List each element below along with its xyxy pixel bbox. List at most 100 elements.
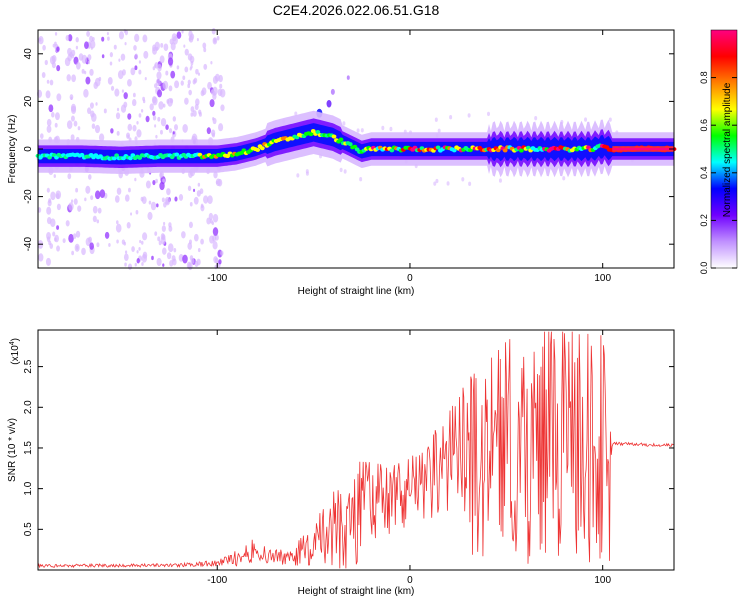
- spectrogram-speckle: [176, 31, 182, 39]
- spectrogram-speckle: [211, 221, 215, 226]
- spectrogram-speckle: [178, 194, 184, 201]
- spectrogram-speckle: [90, 195, 94, 201]
- spectrogram-speckle: [562, 176, 566, 181]
- spectrogram-speckle: [203, 47, 207, 53]
- spectrogram-speckle: [115, 112, 121, 120]
- spectrogram-speckle: [89, 35, 93, 42]
- spectrogram-speckle: [152, 179, 156, 186]
- spectrogram-speckle: [109, 61, 113, 66]
- spectrogram-speckle: [159, 55, 165, 64]
- spectrogram-speckle: [212, 241, 218, 250]
- spectrogram-x-tick-label: 0: [407, 273, 413, 284]
- spectrogram-speckle: [126, 132, 131, 139]
- snr-y-tick-label: 1.5: [23, 441, 34, 455]
- spectrogram-speckle: [487, 111, 491, 117]
- spectrogram-speckle: [46, 125, 52, 133]
- spectrogram-speckle: [154, 62, 159, 69]
- spectrogram-speckle: [166, 188, 171, 196]
- spectrogram-speckle: [128, 187, 131, 193]
- spectrogram-speckle: [207, 81, 212, 90]
- spectrogram-ridge-cell: [130, 153, 136, 158]
- spectrogram-ridge-cell: [174, 152, 180, 157]
- spectrogram-speckle: [56, 245, 60, 252]
- spectrogram-feature: [346, 75, 350, 80]
- spectrogram-speckle: [461, 177, 465, 182]
- spectrogram-speckle: [90, 110, 95, 118]
- spectrogram-speckle: [194, 103, 199, 111]
- spectrogram-speckle: [343, 169, 347, 174]
- spectrogram-ridge-cell: [451, 148, 457, 153]
- spectrogram-speckle: [91, 123, 96, 129]
- spectrogram-ridge-cell: [495, 148, 501, 153]
- spectrogram-speckle: [96, 242, 100, 248]
- spectrogram-speckle: [207, 195, 213, 205]
- spectrogram-speckle: [70, 134, 75, 141]
- spectrogram-speckle: [437, 128, 441, 133]
- spectrogram-speckle: [42, 44, 46, 51]
- spectrogram-speckle: [71, 250, 75, 256]
- spectrogram-speckle: [123, 101, 128, 108]
- spectrogram-speckle: [144, 76, 147, 81]
- spectrogram-speckle: [138, 247, 141, 251]
- spectrogram-speckle: [45, 90, 51, 99]
- spectrogram-speckle: [124, 41, 127, 46]
- spectrogram-speckle: [50, 218, 56, 227]
- spectrogram-speckle: [83, 88, 89, 98]
- spectrogram-speckle: [212, 227, 219, 236]
- spectrogram-speckle: [296, 173, 300, 178]
- spectrogram-speckle: [134, 65, 138, 71]
- spectrogram-speckle: [200, 203, 204, 209]
- spectrogram-ridge-cell: [502, 148, 508, 153]
- spectrogram-speckle: [84, 41, 89, 50]
- spectrogram-speckle: [168, 128, 173, 134]
- spectrogram-speckle: [106, 32, 109, 36]
- spectrogram-speckle: [89, 68, 94, 76]
- spectrogram-ridge-cell: [308, 132, 314, 137]
- colorbar-gradient: [710, 29, 738, 269]
- spectrogram-speckle: [134, 33, 140, 43]
- spectrogram-speckle: [192, 110, 197, 117]
- spectrogram-speckle: [182, 124, 188, 133]
- spectrogram-speckle: [40, 133, 44, 140]
- spectrogram-speckle: [116, 187, 122, 195]
- spectrogram-speckle: [136, 129, 142, 138]
- spectrogram-speckle: [123, 92, 128, 100]
- spectrogram-speckle: [142, 34, 148, 43]
- spectrogram-speckle: [180, 80, 184, 86]
- spectrogram-speckle: [87, 60, 91, 65]
- spectrogram-speckle: [200, 238, 204, 245]
- spectrogram-speckle: [127, 113, 132, 120]
- spectrogram-speckle: [433, 181, 437, 186]
- spectrogram-speckle: [209, 99, 215, 108]
- colorbar-tick-label: 0.4: [699, 167, 709, 180]
- spectrogram-speckle: [71, 115, 75, 122]
- spectrogram-speckle: [162, 263, 165, 267]
- spectrogram-speckle: [70, 199, 74, 203]
- snr-multiplier-exp: 4: [9, 341, 16, 345]
- spectrogram-ridge-cell: [468, 148, 473, 153]
- snr-y-tick-label: 2.0: [23, 400, 34, 414]
- spectrogram-speckle: [89, 102, 94, 109]
- spectrogram-speckle: [48, 104, 54, 113]
- spectrogram-speckle: [213, 256, 218, 264]
- spectrogram-speckle: [342, 121, 346, 126]
- snr-x-tick-label: 0: [407, 575, 413, 586]
- spectrogram-speckle: [167, 57, 174, 66]
- spectrogram-speckle: [140, 196, 144, 202]
- spectrogram-speckle: [71, 53, 74, 59]
- spectrogram-speckle: [141, 254, 148, 263]
- spectrogram-speckle: [134, 177, 137, 182]
- spectrogram-speckle: [356, 128, 360, 133]
- spectrogram-speckle: [71, 105, 77, 115]
- spectrogram-speckle: [62, 238, 66, 244]
- spectrogram-panel: -100 0 100 -40 -20 0 20 40 Height of straight …: [7, 27, 677, 297]
- spectrogram-speckle: [196, 38, 199, 42]
- spectrogram-speckle: [584, 117, 588, 122]
- spectrogram-speckle: [49, 79, 54, 86]
- spectrogram-speckle: [203, 195, 209, 204]
- spectrogram-speckle: [85, 237, 91, 247]
- spectrogram-speckle: [127, 263, 133, 271]
- spectrogram-speckle: [446, 181, 450, 186]
- spectrogram-speckle: [449, 115, 453, 120]
- spectrogram-speckle: [45, 257, 51, 266]
